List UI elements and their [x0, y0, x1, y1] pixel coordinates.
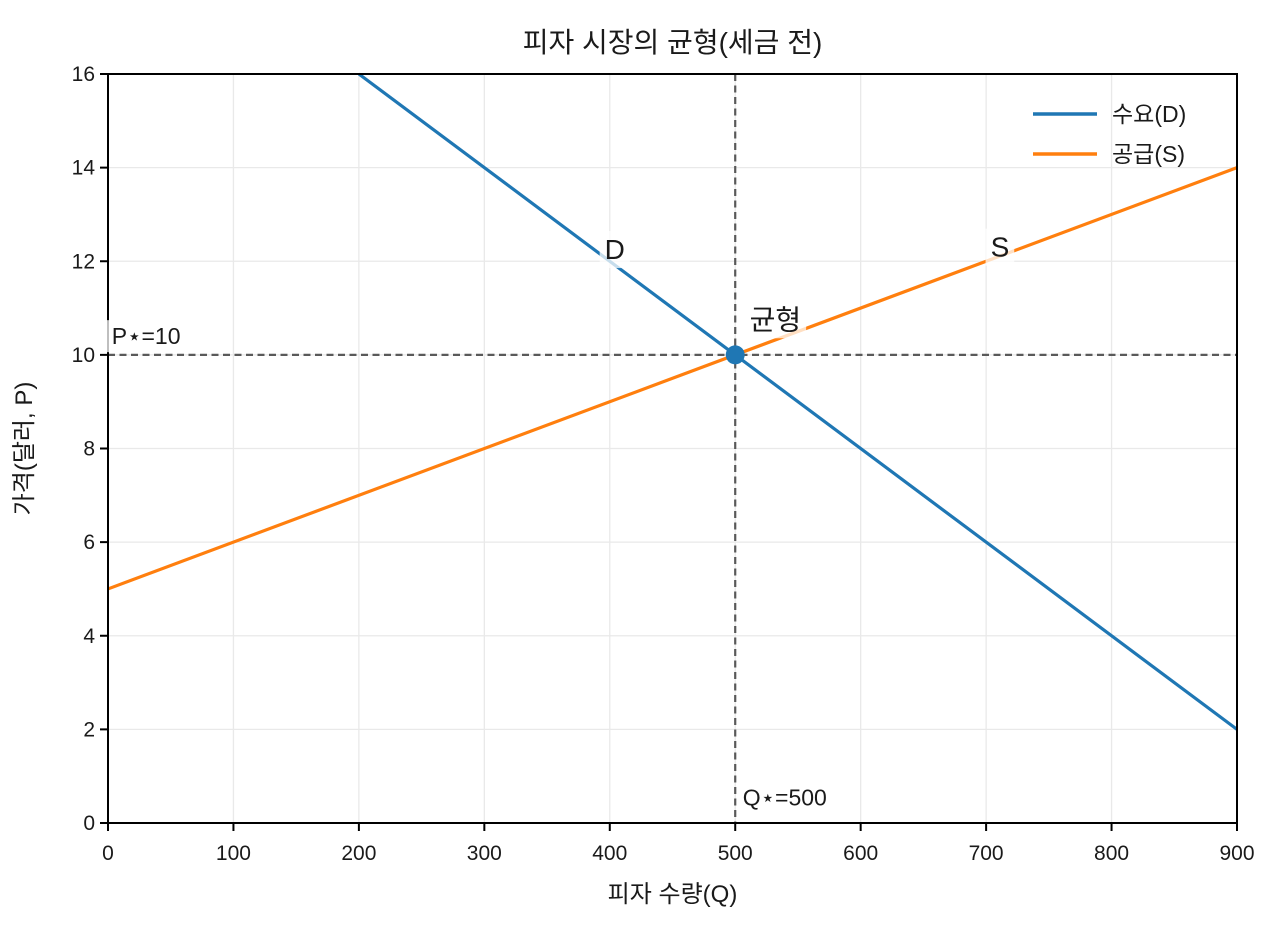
equilibrium-point-marker	[725, 345, 745, 365]
y-tick-label: 14	[72, 157, 96, 180]
annotation-bbox-demand-label	[599, 231, 630, 269]
y-tick-label: 12	[72, 250, 95, 273]
legend-label-supply: 공급(S)	[1112, 141, 1185, 167]
x-tick-label: 700	[969, 842, 1004, 865]
x-tick-label: 600	[843, 842, 878, 865]
annotation-bbox-price-star-label	[106, 320, 186, 353]
y-tick-label: 0	[83, 812, 95, 835]
annotation-bbox-supply-label	[985, 228, 1015, 266]
annotation-bbox-quantity-star-label	[737, 781, 832, 814]
x-tick-label: 900	[1219, 842, 1254, 865]
y-tick-label: 16	[72, 63, 95, 86]
x-tick-label: 300	[467, 842, 502, 865]
y-tick-label: 10	[72, 344, 95, 367]
x-tick-label: 800	[1094, 842, 1129, 865]
annotation-equilibrium-label: 균형	[750, 304, 802, 335]
annotation-supply-label: S	[991, 232, 1010, 263]
chart-title: 피자 시장의 균형(세금 전)	[523, 27, 823, 58]
y-tick-label: 8	[83, 438, 95, 461]
annotation-quantity-star-label: Q⋆=500	[743, 784, 827, 810]
annotation-bbox-equilibrium-label	[744, 301, 807, 339]
annotation-demand-label: D	[605, 234, 625, 265]
x-tick-label: 200	[341, 842, 376, 865]
legend-label-demand: 수요(D)	[1112, 101, 1186, 127]
y-tick-label: 2	[83, 718, 95, 741]
demand-curve	[357, 72, 1238, 731]
x-axis-label: 피자 수량(Q)	[608, 881, 738, 908]
supply-curve	[107, 166, 1238, 591]
x-tick-label: 500	[718, 842, 753, 865]
y-tick-label: 6	[83, 531, 95, 554]
x-tick-label: 0	[102, 842, 114, 865]
x-tick-label: 100	[216, 842, 251, 865]
annotation-price-star-label: P⋆=10	[112, 323, 181, 349]
x-tick-label: 400	[592, 842, 627, 865]
y-axis-label: 가격(달러, P)	[11, 382, 38, 516]
y-tick-label: 4	[83, 625, 95, 648]
